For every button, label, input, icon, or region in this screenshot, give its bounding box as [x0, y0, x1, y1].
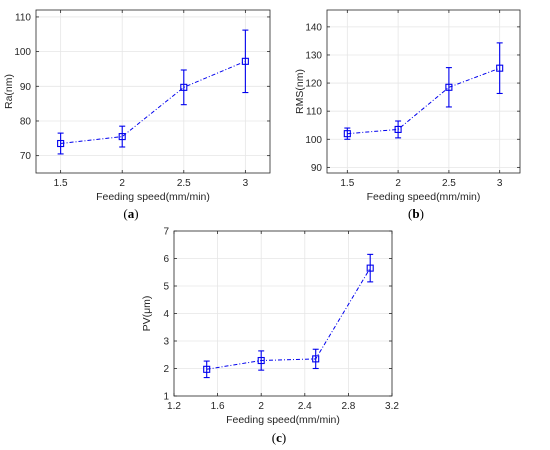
caption-open-paren: (	[272, 430, 276, 445]
x-tick-label: 1.2	[167, 401, 181, 412]
x-tick-label: 1.5	[54, 178, 68, 189]
data-point-marker	[445, 83, 453, 91]
caption-letter: c	[276, 430, 282, 445]
caption-open-paren: (	[123, 206, 127, 221]
y-tick-label: 70	[20, 151, 32, 162]
plot-area	[327, 10, 520, 173]
y-tick-label: 2	[163, 364, 169, 375]
data-point-marker	[343, 130, 351, 138]
x-tick-label: 1.5	[340, 178, 354, 189]
x-tick-label: 2	[258, 401, 264, 412]
caption-letter: a	[128, 206, 135, 221]
y-tick-label: 110	[15, 12, 31, 23]
data-point-marker	[180, 83, 188, 91]
y-tick-label: 4	[163, 309, 169, 320]
x-tick-label: 2.5	[177, 178, 191, 189]
plot-area	[36, 10, 270, 173]
y-tick-label: 5	[163, 282, 169, 293]
data-point-marker	[203, 365, 211, 373]
data-point-marker	[57, 139, 65, 148]
y-tick-label: 90	[311, 163, 323, 174]
y-axis-label: PV(μm)	[141, 296, 153, 332]
y-tick-label: 80	[20, 116, 32, 127]
chart-a: 1.5 2 2.5 3 70 80 90 100 110 Feeding speed(mm/min…	[3, 9, 271, 221]
series-line	[60, 60, 246, 144]
caption-close-paren: )	[420, 206, 424, 221]
caption-close-paren: )	[282, 430, 286, 445]
x-tick-label: 2.5	[442, 178, 456, 189]
x-axis-label: Feeding speed(mm/min)	[226, 414, 340, 426]
x-tick-label: 2	[119, 178, 125, 189]
y-axis-label: Ra(nm)	[3, 74, 15, 109]
y-tick-label: 3	[163, 337, 169, 348]
panel-caption: (b)	[408, 206, 424, 221]
x-tick-label: 2	[395, 178, 401, 189]
x-axis-label: Feeding speed(mm/min)	[367, 191, 481, 203]
caption-open-paren: (	[408, 206, 412, 221]
y-axis-label: RMS(nm)	[294, 69, 306, 114]
y-tick-label: 130	[305, 50, 322, 61]
axes-box	[326, 9, 521, 174]
data-point-marker	[394, 125, 402, 133]
x-axis-label: Feeding speed(mm/min)	[96, 191, 210, 203]
y-tick-label: 7	[163, 227, 169, 238]
x-tick-label: 3	[497, 178, 503, 189]
series-line	[347, 67, 500, 135]
data-point-marker	[241, 57, 249, 65]
data-point-marker	[366, 264, 374, 272]
x-tick-label: 2.4	[298, 401, 312, 412]
chart-b: 1.5 2 2.5 3 90 100 110 120 130 140 Feeding speed(m…	[294, 9, 521, 221]
series-line	[206, 267, 371, 370]
data-point-marker	[312, 355, 320, 363]
y-tick-label: 6	[163, 254, 169, 265]
x-tick-label: 3	[243, 178, 249, 189]
panel-caption: (c)	[272, 430, 286, 445]
caption-letter: b	[412, 206, 419, 221]
y-tick-label: 110	[306, 107, 322, 118]
panel-caption: (a)	[123, 206, 138, 221]
data-point-marker	[118, 133, 126, 141]
y-tick-label: 140	[305, 22, 322, 33]
x-tick-label: 3.2	[385, 401, 399, 412]
y-tick-label: 1	[163, 392, 169, 403]
y-tick-label: 100	[14, 47, 31, 58]
data-point-marker	[257, 356, 265, 365]
caption-close-paren: )	[134, 206, 138, 221]
data-point-marker	[496, 64, 504, 72]
y-tick-label: 90	[20, 82, 32, 93]
x-tick-label: 2.8	[341, 401, 355, 412]
chart-c: 1.2 1.6 2 2.4 2.8 3.2 1 2 3 4 5 6 7 Feeding speed(mm/…	[141, 227, 399, 446]
axes-box	[35, 9, 271, 174]
y-tick-label: 100	[305, 135, 322, 146]
y-tick-label: 120	[305, 79, 322, 90]
x-tick-label: 1.6	[211, 401, 225, 412]
